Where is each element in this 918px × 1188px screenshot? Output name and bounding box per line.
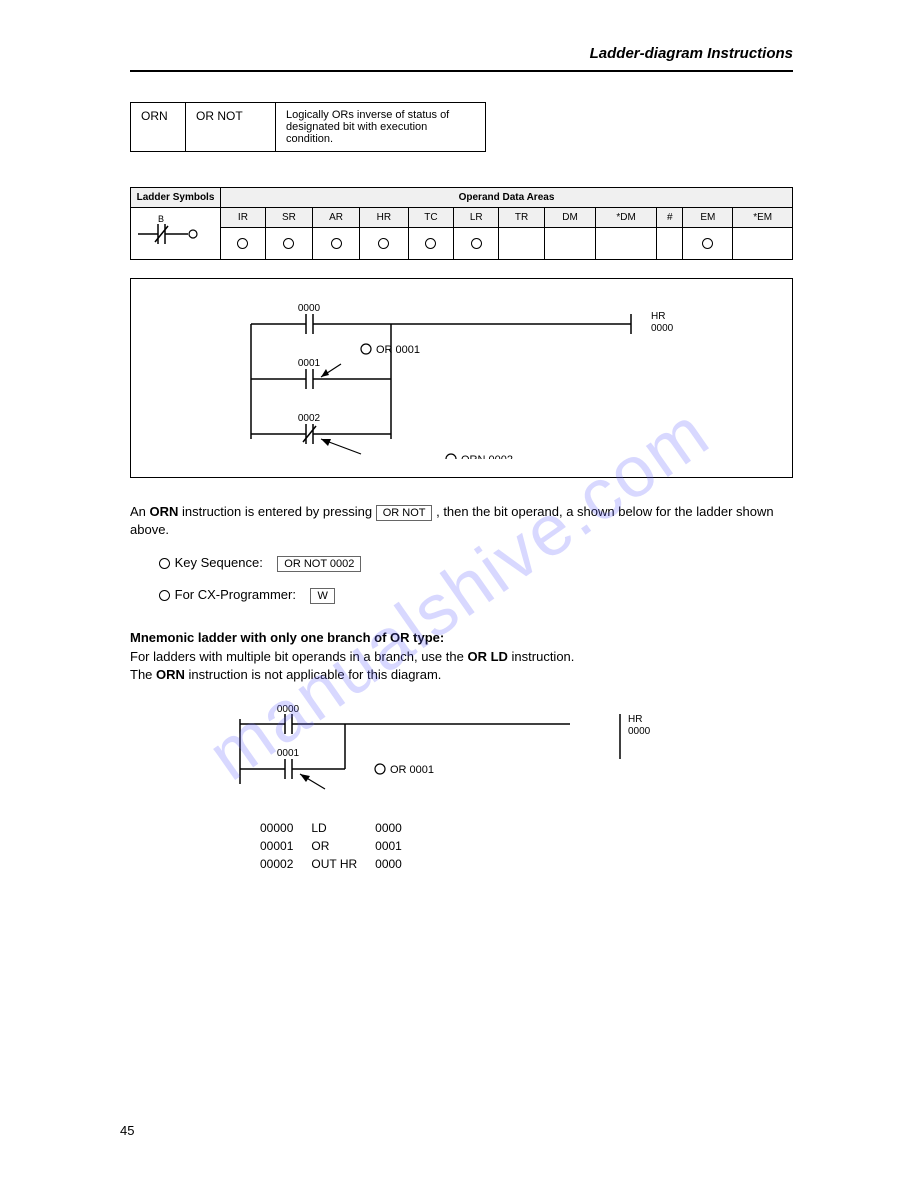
op-cell <box>499 228 545 260</box>
svg-text:OR 0001: OR 0001 <box>390 764 434 776</box>
ladder-symbol-cell: B <box>131 208 221 260</box>
key-box: OR NOT <box>376 505 433 521</box>
op-cell <box>596 228 657 260</box>
svg-text:ORN 0002: ORN 0002 <box>461 454 513 459</box>
op-col: *EM <box>733 208 793 228</box>
op-cell <box>544 228 595 260</box>
op-col: TC <box>408 208 454 228</box>
op-cell <box>360 228 408 260</box>
op-col: # <box>657 208 683 228</box>
op-cell <box>265 228 312 260</box>
op-col: AR <box>312 208 359 228</box>
op-cell <box>408 228 454 260</box>
svg-text:0000: 0000 <box>298 303 321 314</box>
mnemonic-row: 00000LD0000 <box>260 819 402 837</box>
svg-text:0000: 0000 <box>277 704 300 715</box>
op-cell <box>733 228 793 260</box>
op-col: SR <box>265 208 312 228</box>
op-col: HR <box>360 208 408 228</box>
mnemonic-row: 00002OUT HR0000 <box>260 855 402 873</box>
header-rule <box>130 70 793 72</box>
op-col: *DM <box>596 208 657 228</box>
op-cell <box>657 228 683 260</box>
svg-text:B: B <box>158 214 164 224</box>
op-cell <box>454 228 499 260</box>
svg-text:0001: 0001 <box>277 748 300 759</box>
cell-name: OR NOT <box>186 103 276 152</box>
op-col: TR <box>499 208 545 228</box>
explanation-2: Mnemonic ladder with only one branch of … <box>130 629 793 684</box>
col-ladder-symbols: Ladder Symbols <box>131 188 221 208</box>
op-col: IR <box>221 208 266 228</box>
key-seq: OR NOT 0002 <box>277 556 361 572</box>
svg-text:HR: HR <box>651 311 665 322</box>
operand-table: Ladder Symbols Operand Data Areas B IR S… <box>130 187 793 260</box>
svg-text:HR: HR <box>628 714 642 725</box>
page-number: 45 <box>120 1123 134 1138</box>
op-cell <box>312 228 359 260</box>
bullet-icon <box>159 590 170 601</box>
op-cell <box>683 228 733 260</box>
col-operand-areas: Operand Data Areas <box>221 188 793 208</box>
op-col: DM <box>544 208 595 228</box>
bullet-icon <box>159 558 170 569</box>
ladder-diagram-1: 0000 HR 0000 0001 OR 0001 0002 <box>130 278 793 478</box>
op-col: EM <box>683 208 733 228</box>
svg-text:0002: 0002 <box>298 413 321 424</box>
op-cell <box>221 228 266 260</box>
explanation-1: An ORN instruction is entered by pressin… <box>130 503 793 604</box>
instruction-table: ORN OR NOT Logically ORs inverse of stat… <box>130 102 486 152</box>
cell-desc: Logically ORs inverse of status of desig… <box>276 103 486 152</box>
key-cx: W <box>310 588 334 604</box>
ladder-svg-1: 0000 HR 0000 0001 OR 0001 0002 <box>161 299 761 459</box>
svg-text:0001: 0001 <box>298 358 321 369</box>
mnemonic-row: 00001OR0001 <box>260 837 402 855</box>
op-col: LR <box>454 208 499 228</box>
cell-mnemonic: ORN <box>131 103 186 152</box>
page-header: Ladder-diagram Instructions <box>130 45 793 62</box>
ladder-diagram-2: 0000 HR 0000 0001 OR 0001 <box>130 704 793 799</box>
svg-text:OR 0001: OR 0001 <box>376 344 420 356</box>
ladder-svg-2: 0000 HR 0000 0001 OR 0001 <box>230 704 680 799</box>
mnemonic-table: 00000LD000000001OR000100002OUT HR0000 <box>260 819 402 873</box>
svg-text:0000: 0000 <box>651 323 674 334</box>
contact-symbol-icon: B <box>133 214 203 254</box>
svg-text:0000: 0000 <box>628 726 651 737</box>
